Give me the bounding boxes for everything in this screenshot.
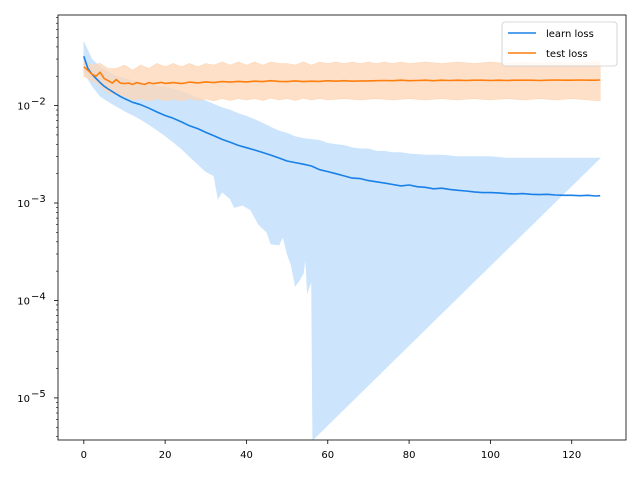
y-tick-label: 10 — [17, 199, 30, 210]
x-tick-label: 40 — [240, 450, 253, 461]
legend-label-learn-loss: learn loss — [546, 29, 594, 40]
y-tick-label: 10 — [17, 102, 30, 113]
x-tick-label: 60 — [321, 450, 334, 461]
y-tick-exponent: −3 — [31, 194, 46, 205]
x-tick-label: 80 — [403, 450, 416, 461]
y-tick-exponent: −2 — [31, 97, 46, 108]
legend-label-test-loss: test loss — [546, 49, 588, 60]
x-tick-label: 20 — [159, 450, 172, 461]
y-tick-label: 10 — [17, 296, 30, 307]
y-tick-exponent: −4 — [31, 291, 46, 302]
x-tick-label: 100 — [481, 450, 500, 461]
learn-loss-band — [83, 41, 601, 440]
y-tick-label: 10 — [17, 394, 30, 405]
plot-frame — [57, 14, 627, 441]
learn-loss-line — [83, 56, 601, 197]
y-tick-exponent: −5 — [31, 389, 46, 400]
x-tick-label: 120 — [562, 450, 581, 461]
test-loss-line — [83, 66, 601, 86]
x-tick-label: 0 — [81, 450, 87, 461]
